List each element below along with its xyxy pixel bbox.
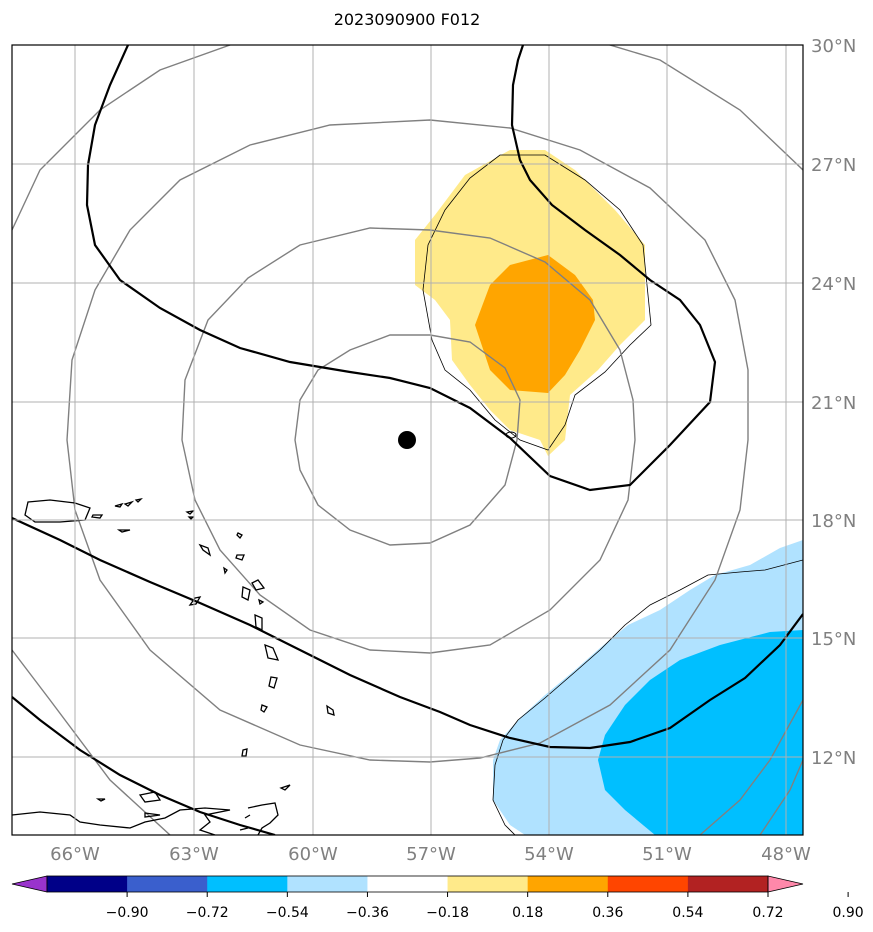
- map-frame: [11, 44, 804, 836]
- thick-contour-south-2: [12, 696, 276, 835]
- colorbar-tick-label: −0.36: [346, 905, 389, 921]
- island-coast: [95, 798, 106, 802]
- colorbar-swatch: [447, 876, 529, 892]
- island-coast: [260, 704, 268, 713]
- lon-label: 57°W: [406, 844, 456, 865]
- colorbar-tick-label: −0.90: [106, 905, 149, 921]
- colorbar-swatch: [207, 876, 288, 892]
- map-area: [12, 45, 803, 835]
- range-ring-3: [66, 119, 749, 763]
- colorbar-swatch: [127, 876, 208, 892]
- lat-label: 30°N: [811, 36, 856, 57]
- colorbar-tick-label: 0.18: [512, 905, 543, 921]
- lon-label: 48°W: [761, 844, 811, 865]
- island-coast: [264, 643, 280, 661]
- colorbar-swatch: [367, 876, 449, 892]
- lon-label: 51°W: [642, 844, 692, 865]
- plot-title: 2023090900 F012: [333, 10, 481, 29]
- colorbar-swatch: [607, 876, 689, 892]
- colorbar-swatch: [287, 876, 368, 892]
- colorbar-tick-label: 0.36: [592, 905, 623, 921]
- island-coast: [254, 613, 263, 632]
- lon-label: 60°W: [288, 844, 338, 865]
- thick-contour-south-1: [12, 517, 803, 750]
- thin-contour-negative: [492, 559, 803, 835]
- colorbar-tick-label: 0.54: [672, 905, 703, 921]
- island-coast: [138, 791, 162, 803]
- island-coast: [116, 529, 131, 533]
- range-ring-4: [12, 45, 803, 835]
- gridlines: [12, 45, 803, 835]
- colorbar-tick-label: 0.90: [833, 905, 864, 921]
- island-coast: [258, 598, 265, 606]
- island-coast: [268, 676, 278, 689]
- lon-label: 63°W: [169, 844, 219, 865]
- colorbar-swatch: [687, 876, 769, 892]
- lon-labels: 66°W 63°W 60°W 57°W 54°W 51°W 48°W: [50, 844, 811, 865]
- island-coast: [114, 502, 124, 508]
- lat-label: 12°N: [811, 748, 856, 769]
- colorbar: −0.90 −0.72 −0.54 −0.36 −0.18 0.18 0.36 0.54 0.7…: [11, 875, 864, 921]
- island-coast: [279, 784, 291, 791]
- island-coast: [185, 510, 195, 515]
- thick-contours: [12, 45, 803, 835]
- lon-label: 54°W: [524, 844, 574, 865]
- colorbar-tick-label: 0.72: [752, 905, 783, 921]
- lat-label: 18°N: [811, 511, 856, 532]
- island-coast: [123, 500, 135, 507]
- thin-contour-positive: [422, 154, 652, 451]
- colorbar-swatch: [527, 876, 609, 892]
- island-coast: [91, 514, 104, 519]
- lat-label: 15°N: [811, 629, 856, 650]
- lat-label: 21°N: [811, 393, 856, 414]
- colorbar-tick-label: −0.18: [426, 905, 469, 921]
- island-coast: [241, 748, 248, 757]
- lat-label: 24°N: [811, 274, 856, 295]
- island-coast: [251, 579, 266, 591]
- colorbar-swatch: [47, 876, 128, 892]
- colorbar-extend-min: [11, 875, 48, 893]
- island-coast: [235, 554, 245, 561]
- lat-labels: 30°N 27°N 24°N 21°N 18°N 15°N 12°N: [811, 36, 856, 769]
- coastlines: [12, 497, 335, 835]
- storm-center-marker: [398, 431, 416, 449]
- south-america-coast: [12, 802, 279, 835]
- island-coast: [241, 586, 251, 601]
- thick-contour-north: [85, 45, 717, 492]
- colorbar-outline: [46, 875, 769, 893]
- island-coast: [223, 566, 228, 575]
- lon-label: 66°W: [50, 844, 100, 865]
- island-coast: [236, 532, 243, 540]
- colorbar-tick-label: −0.72: [186, 905, 229, 921]
- colorbar-tick-label: −0.54: [266, 905, 309, 921]
- small-contour-loop: [505, 431, 517, 439]
- colorbar-extend-max: [767, 875, 804, 893]
- island-coast: [198, 543, 212, 557]
- island-coast: [134, 497, 143, 503]
- positive-shading-inner: [475, 255, 595, 393]
- range-ring-2: [181, 227, 636, 654]
- island-coast: [188, 596, 202, 606]
- island-coast: [326, 704, 335, 716]
- lat-label: 27°N: [811, 155, 856, 176]
- island-coast: [187, 516, 195, 520]
